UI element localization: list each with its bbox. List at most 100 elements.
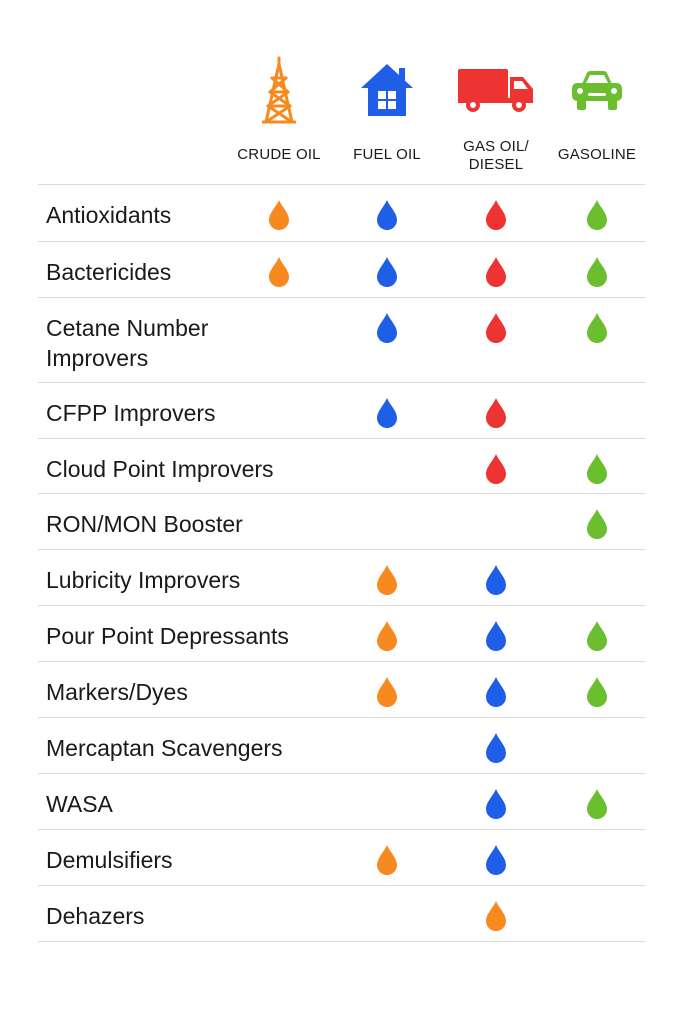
table-row: Cloud Point Improvers	[38, 439, 645, 494]
drop-cell	[367, 844, 407, 878]
drop-cell	[259, 256, 299, 290]
drop-cell	[577, 256, 617, 290]
crude-drop-icon	[377, 677, 397, 707]
column-label: FUEL OIL	[335, 146, 439, 164]
column-label-line: DIESEL	[468, 156, 524, 173]
drop-cell	[476, 397, 516, 431]
row-label-line: Markers/Dyes	[46, 679, 188, 705]
column-header-fuel: FUEL OIL	[335, 56, 439, 163]
row-label-line: Demulsifiers	[46, 847, 173, 873]
column-icon-box	[545, 56, 649, 124]
diesel-drop-icon	[486, 398, 506, 428]
fuel-drop-icon	[486, 845, 506, 875]
drop-cell	[259, 199, 299, 233]
row-label: Bactericides	[46, 257, 346, 287]
row-label-line: Antioxidants	[46, 202, 172, 228]
fuel-drop-icon	[486, 677, 506, 707]
column-header-gasoline: GASOLINE	[545, 56, 649, 163]
gasoline-drop-icon	[587, 313, 607, 343]
crude-drop-icon	[377, 845, 397, 875]
row-label: RON/MON Booster	[46, 509, 346, 539]
column-header-diesel: GAS OIL/DIESEL	[444, 56, 548, 173]
column-label-line: CRUDE OIL	[237, 146, 321, 163]
drop-cell	[476, 199, 516, 233]
column-label: GAS OIL/DIESEL	[444, 138, 548, 174]
column-icon-box	[335, 56, 439, 124]
fuel-drop-icon	[377, 200, 397, 230]
diesel-drop-icon	[486, 454, 506, 484]
crude-drop-icon	[377, 621, 397, 651]
diesel-drop-icon	[486, 257, 506, 287]
row-label: Lubricity Improvers	[46, 565, 346, 595]
row-label-line: Improvers	[46, 345, 149, 371]
gasoline-drop-icon	[587, 677, 607, 707]
row-label: CFPP Improvers	[46, 398, 346, 428]
row-label: Cloud Point Improvers	[46, 454, 346, 484]
drop-cell	[577, 676, 617, 710]
table-row: Mercaptan Scavengers	[38, 718, 645, 774]
drop-cell	[367, 256, 407, 290]
house-icon	[361, 64, 413, 116]
column-header-crude: CRUDE OIL	[227, 56, 331, 163]
row-label-line: Bactericides	[46, 259, 172, 285]
table-row: Dehazers	[38, 886, 645, 942]
crude-drop-icon	[486, 901, 506, 931]
gasoline-drop-icon	[587, 509, 607, 539]
drop-cell	[367, 199, 407, 233]
gasoline-drop-icon	[587, 200, 607, 230]
row-label: Mercaptan Scavengers	[46, 733, 346, 763]
drop-cell	[577, 788, 617, 822]
row-label-line: Pour Point Depressants	[46, 623, 289, 649]
row-label: Demulsifiers	[46, 845, 346, 875]
crude-drop-icon	[269, 257, 289, 287]
table-row: Markers/Dyes	[38, 662, 645, 718]
drop-cell	[476, 732, 516, 766]
column-label-line: FUEL OIL	[353, 146, 421, 163]
diesel-drop-icon	[486, 200, 506, 230]
row-label: WASA	[46, 789, 346, 819]
drop-cell	[476, 900, 516, 934]
drop-cell	[367, 676, 407, 710]
table-row: Cetane Number Improvers	[38, 298, 645, 383]
row-label: Pour Point Depressants	[46, 621, 346, 651]
row-label-line: Dehazers	[46, 903, 145, 929]
row-label: Markers/Dyes	[46, 677, 346, 707]
crude-drop-icon	[377, 565, 397, 595]
row-label-line: RON/MON Booster	[46, 511, 243, 537]
drop-cell	[367, 312, 407, 346]
drop-cell	[476, 844, 516, 878]
drop-cell	[577, 620, 617, 654]
row-label-line: Lubricity Improvers	[46, 567, 241, 593]
row-label-line: WASA	[46, 791, 113, 817]
drop-cell	[476, 788, 516, 822]
drop-cell	[476, 620, 516, 654]
fuel-drop-icon	[486, 621, 506, 651]
column-icon-box	[227, 56, 331, 124]
column-icon-box	[444, 56, 548, 124]
table-row: CFPP Improvers	[38, 383, 645, 439]
fuel-drop-icon	[486, 733, 506, 763]
drop-cell	[577, 453, 617, 487]
drop-cell	[367, 397, 407, 431]
fuel-drop-icon	[486, 565, 506, 595]
fuel-drop-icon	[377, 313, 397, 343]
column-label: CRUDE OIL	[227, 146, 331, 164]
row-label-line: Mercaptan Scavengers	[46, 735, 283, 761]
gasoline-drop-icon	[587, 454, 607, 484]
crude-drop-icon	[269, 200, 289, 230]
table-row: Demulsifiers	[38, 830, 645, 886]
column-label-line: GASOLINE	[557, 146, 637, 163]
truck-icon	[458, 69, 533, 112]
table-row: Antioxidants	[38, 185, 645, 242]
oil-derrick-icon	[262, 56, 296, 124]
column-label: GASOLINE	[545, 146, 649, 164]
row-label-line: Cloud Point Improvers	[46, 456, 274, 482]
drop-cell	[476, 256, 516, 290]
row-label: Cetane Number Improvers	[46, 313, 346, 373]
row-label: Antioxidants	[46, 200, 346, 230]
row-label-line: CFPP Improvers	[46, 400, 216, 426]
drop-cell	[577, 312, 617, 346]
table-row: WASA	[38, 774, 645, 830]
column-label-line: GAS OIL/	[463, 138, 529, 155]
drop-cell	[476, 312, 516, 346]
